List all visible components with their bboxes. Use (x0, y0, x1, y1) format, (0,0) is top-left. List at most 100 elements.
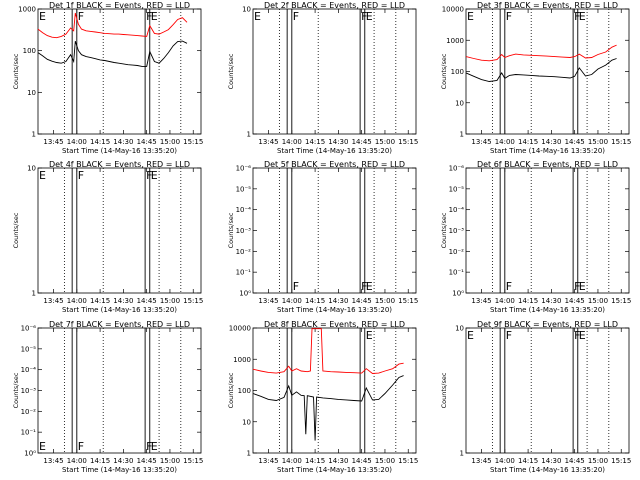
event-marker-label: E (254, 10, 261, 23)
x-tick-label: 14:30 (328, 138, 348, 146)
x-tick-label: 14:15 (518, 457, 538, 465)
x-tick-label: 14:45 (565, 457, 585, 465)
x-tick-label: 15:00 (160, 457, 180, 465)
y-tick-label: 10⁻³ (236, 227, 252, 235)
event-marker-label: F (293, 10, 299, 23)
x-tick-label: 14:00 (282, 297, 302, 305)
x-tick-label: 14:30 (113, 297, 133, 305)
x-tick-label: 15:15 (183, 297, 203, 305)
event-marker-label: F (146, 10, 152, 23)
y-tick-label: 10⁻³ (449, 227, 465, 235)
x-tick-label: 13:45 (43, 457, 63, 465)
x-tick-label: 14:00 (495, 297, 515, 305)
y-tick-label: 10⁻⁴ (21, 366, 37, 374)
y-axis-label: Counts/sec (440, 53, 448, 89)
x-tick-label: 15:00 (375, 138, 395, 146)
y-axis-label: Counts/sec (440, 212, 448, 248)
panel-title: Det 2f BLACK = Events, RED = LLD (264, 1, 405, 10)
series-line-black-events (37, 40, 188, 67)
y-tick-label: 1 (247, 450, 251, 458)
y-tick-label: 100 (238, 387, 251, 395)
x-axis-label: Start Time (14-May-16 13:35:20) (490, 147, 605, 155)
series-line-black-events (252, 375, 404, 441)
event-marker-label: F (361, 280, 367, 293)
x-tick-label: 14:30 (541, 457, 561, 465)
x-tick-label: 15:00 (588, 457, 608, 465)
x-tick-label: 14:00 (282, 138, 302, 146)
y-tick-label: 10⁻² (236, 248, 252, 256)
y-tick-label: 10⁻¹ (449, 269, 465, 277)
x-tick-label: 13:45 (258, 297, 278, 305)
x-tick-label: 14:00 (495, 138, 515, 146)
x-tick-label: 15:15 (183, 138, 203, 146)
y-tick-label: 100 (23, 47, 36, 55)
plot-frame (465, 167, 630, 294)
y-tick-label: 10⁻² (449, 248, 465, 256)
x-tick-label: 13:45 (43, 138, 63, 146)
event-marker-label: F (506, 10, 512, 23)
y-tick-label: 1000 (233, 356, 251, 364)
event-marker-label: F (506, 329, 512, 342)
y-tick-label: 10000 (442, 6, 464, 14)
x-tick-label: 15:00 (375, 297, 395, 305)
x-tick-label: 14:45 (565, 297, 585, 305)
panel-p7: Det 7f BLACK = Events, RED = LLD 10⁰ 10⁻¹ 1… (12, 320, 203, 474)
event-marker-label: E (39, 169, 46, 182)
event-marker-label: F (574, 280, 580, 293)
event-marker-label: F (506, 280, 512, 293)
series-group-p3 (465, 44, 617, 82)
panel-title: Det 5f BLACK = Events, RED = LLD (264, 160, 405, 169)
event-marker-label: F (78, 169, 84, 182)
y-tick-label: 10⁻⁵ (449, 185, 465, 193)
plot-frame (252, 327, 417, 454)
y-tick-label: 10 (27, 89, 36, 97)
x-tick-label: 14:00 (67, 297, 87, 305)
y-tick-label: 10 (455, 325, 464, 333)
x-tick-label: 14:15 (518, 138, 538, 146)
y-tick-label: 10⁻⁵ (21, 345, 37, 353)
x-tick-label: 14:15 (90, 457, 110, 465)
x-axis-label: Start Time (14-May-16 13:35:20) (277, 306, 392, 314)
panel-title: Det 3f BLACK = Events, RED = LLD (477, 1, 618, 10)
y-axis-label: Counts/sec (12, 53, 20, 89)
plot-frame (37, 167, 202, 294)
x-tick-label: 14:15 (518, 297, 538, 305)
y-tick-label: 10⁰ (239, 290, 251, 298)
series-line-red-lld (252, 328, 404, 374)
plot-frame (465, 8, 630, 135)
y-tick-label: 100 (451, 68, 464, 76)
x-tick-label: 14:30 (541, 297, 561, 305)
event-marker-label: E (151, 169, 158, 182)
panel-title: Det 1f BLACK = Events, RED = LLD (49, 1, 190, 10)
x-tick-label: 13:45 (258, 457, 278, 465)
y-tick-label: 10 (242, 418, 251, 426)
y-tick-label: 10⁻⁴ (236, 206, 252, 214)
x-tick-label: 15:00 (588, 138, 608, 146)
x-tick-label: 15:15 (611, 138, 631, 146)
x-tick-label: 14:00 (495, 457, 515, 465)
y-axis-label: Counts/sec (227, 212, 235, 248)
y-tick-label: 10⁰ (452, 290, 464, 298)
event-marker-label: E (39, 10, 46, 23)
x-axis-label: Start Time (14-May-16 13:35:20) (62, 466, 177, 474)
x-axis-label: Start Time (14-May-16 13:35:20) (490, 466, 605, 474)
event-marker-label: F (574, 329, 580, 342)
x-tick-label: 15:00 (160, 297, 180, 305)
x-tick-label: 13:45 (471, 138, 491, 146)
y-tick-label: 10 (455, 99, 464, 107)
x-tick-label: 14:00 (67, 138, 87, 146)
y-axis-label: Counts/sec (440, 372, 448, 408)
y-tick-label: 10⁻⁶ (21, 325, 37, 333)
event-marker-label: E (579, 280, 586, 293)
x-tick-label: 14:15 (90, 297, 110, 305)
x-axis-label: Start Time (14-May-16 13:35:20) (62, 147, 177, 155)
series-line-black-events (465, 58, 617, 82)
event-marker-label: E (366, 10, 373, 23)
x-tick-label: 14:15 (305, 457, 325, 465)
event-marker-label: F (146, 440, 152, 453)
x-tick-label: 13:45 (471, 457, 491, 465)
panel-p4: Det 4f BLACK = Events, RED = LLD 1 10 13:45… (12, 160, 203, 314)
y-tick-label: 10000 (229, 325, 251, 333)
y-axis-label: Counts/sec (227, 53, 235, 89)
